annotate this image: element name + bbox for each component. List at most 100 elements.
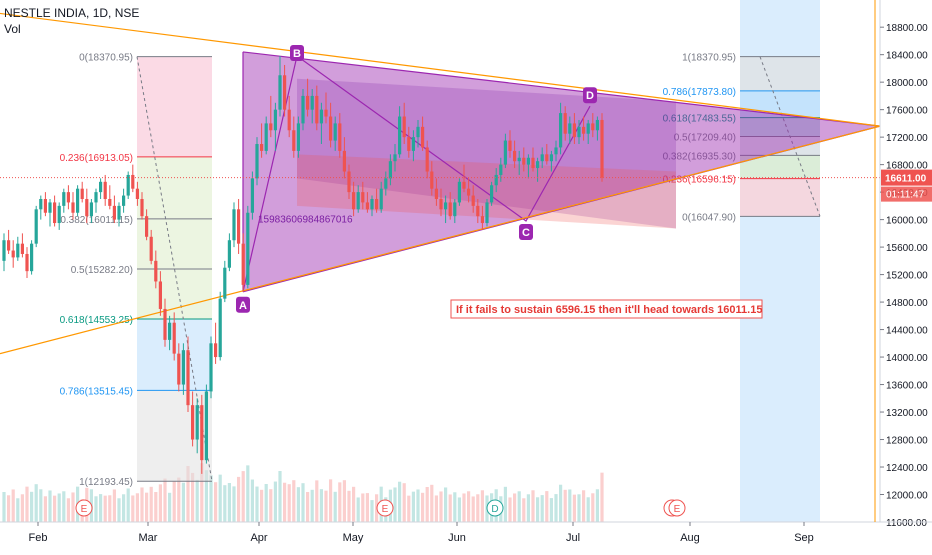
- volume-bar: [99, 494, 103, 522]
- candle-body: [513, 150, 517, 162]
- candle-body: [232, 209, 236, 241]
- volume-bar: [246, 465, 250, 522]
- volume-bar: [145, 492, 149, 522]
- last-price-label: 16611.00: [885, 174, 927, 185]
- candle-body: [508, 140, 512, 151]
- volume-bar: [536, 497, 540, 522]
- volume-bar: [356, 497, 360, 522]
- candle-body: [292, 130, 296, 151]
- candle-body: [384, 178, 388, 189]
- candle-body: [149, 236, 153, 261]
- price-tick-label: 15600.00: [886, 243, 928, 254]
- volume-bar: [338, 482, 342, 522]
- time-tick-label: Jul: [566, 532, 580, 544]
- volume-bar: [393, 487, 397, 522]
- candle-body: [94, 192, 98, 203]
- candle-body: [485, 202, 489, 224]
- volume-bar: [149, 486, 153, 522]
- volume-bar: [365, 493, 369, 522]
- fib-right-label: 0.5(17209.40): [674, 132, 736, 143]
- candle-body: [568, 123, 572, 134]
- candle-body: [398, 116, 402, 155]
- candle-body: [522, 157, 526, 165]
- volume-bar: [467, 491, 471, 522]
- candle-body: [554, 147, 558, 155]
- volume-bar: [117, 498, 121, 522]
- volume-bar: [25, 486, 29, 522]
- time-tick-label: Feb: [29, 532, 48, 544]
- candle-body: [531, 157, 535, 169]
- volume-bar: [269, 489, 273, 522]
- candle-body: [591, 123, 595, 131]
- volume-bar: [448, 494, 452, 522]
- event-marker-circle: [486, 499, 504, 517]
- fib-left-label: 1(12193.45): [79, 477, 133, 488]
- volume-bar: [126, 488, 130, 522]
- candle-body: [255, 144, 259, 179]
- candle-body: [89, 202, 93, 217]
- candle-body: [517, 157, 521, 162]
- candle-body: [34, 209, 38, 244]
- volume-bar: [154, 492, 158, 522]
- volume-bar: [273, 481, 277, 522]
- candle-body: [476, 205, 480, 217]
- volume-label: Vol: [4, 22, 21, 36]
- event-marker-text: E: [81, 504, 88, 515]
- candle-body: [145, 216, 149, 237]
- price-tick-label: 14800.00: [886, 298, 928, 309]
- candle-body: [209, 343, 213, 392]
- candle-body: [448, 202, 452, 217]
- volume-bar: [209, 475, 213, 522]
- volume-bar: [526, 494, 530, 522]
- candle-body: [453, 202, 457, 217]
- price-tick-label: 12800.00: [886, 436, 928, 447]
- volume-bar: [232, 486, 236, 522]
- volume-bar: [264, 484, 268, 522]
- volume-bar: [582, 490, 586, 522]
- candle-body: [76, 188, 80, 213]
- candle-body: [71, 202, 75, 213]
- fib-right-label: 0.236(16596.15): [663, 175, 736, 186]
- volume-bar: [329, 479, 333, 522]
- candle-body: [250, 178, 254, 213]
- candle-body: [278, 75, 282, 110]
- price-tick-label: 16000.00: [886, 216, 928, 227]
- volume-bar: [181, 482, 185, 522]
- price-tick-label: 12000.00: [886, 491, 928, 502]
- candle-body: [540, 154, 544, 162]
- time-tick-label: Apr: [250, 532, 267, 544]
- volume-bar: [62, 491, 66, 522]
- volume-bar: [278, 471, 282, 522]
- candle-body: [338, 123, 342, 151]
- volume-bar: [310, 489, 314, 522]
- candle-body: [480, 216, 484, 224]
- price-tick-label: 15200.00: [886, 271, 928, 282]
- candle-body: [112, 205, 116, 220]
- fib-right-label: 0(16047.90): [682, 212, 736, 223]
- volume-bar: [421, 492, 425, 522]
- price-tick-label: 13600.00: [886, 381, 928, 392]
- candle-body: [462, 181, 466, 189]
- volume-bar: [315, 480, 319, 522]
- candle-body: [503, 140, 507, 165]
- volume-bar: [260, 489, 264, 522]
- overlay-number: 15983606984867016: [258, 214, 353, 225]
- volume-bar: [398, 481, 402, 522]
- volume-bar: [140, 487, 144, 522]
- pattern-label-d: D: [583, 87, 597, 104]
- volume-bar: [34, 484, 38, 522]
- candle-body: [421, 126, 425, 148]
- candle-body: [214, 343, 218, 358]
- candle-body: [85, 198, 89, 217]
- volume-bar: [347, 490, 351, 522]
- volume-bar: [402, 483, 406, 522]
- volume-bar: [563, 489, 567, 522]
- candle-body: [379, 188, 383, 210]
- candle-body: [172, 322, 176, 354]
- event-marker: E: [668, 499, 686, 517]
- volume-bar: [595, 489, 599, 522]
- candle-body: [356, 192, 360, 210]
- candle-body: [333, 123, 337, 141]
